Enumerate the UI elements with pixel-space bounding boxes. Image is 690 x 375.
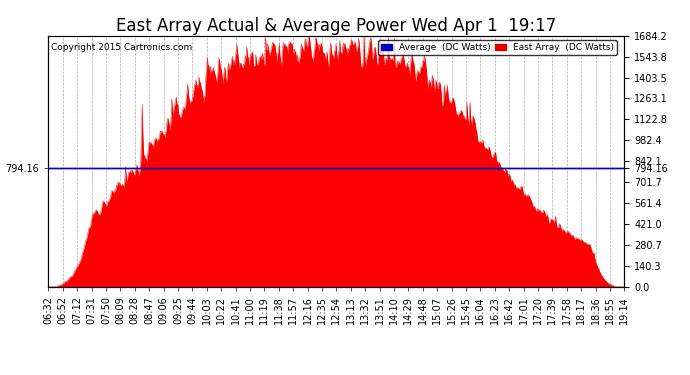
- Text: Copyright 2015 Cartronics.com: Copyright 2015 Cartronics.com: [51, 43, 193, 52]
- Title: East Array Actual & Average Power Wed Apr 1  19:17: East Array Actual & Average Power Wed Ap…: [116, 18, 557, 36]
- Legend: Average  (DC Watts), East Array  (DC Watts): Average (DC Watts), East Array (DC Watts…: [378, 40, 617, 55]
